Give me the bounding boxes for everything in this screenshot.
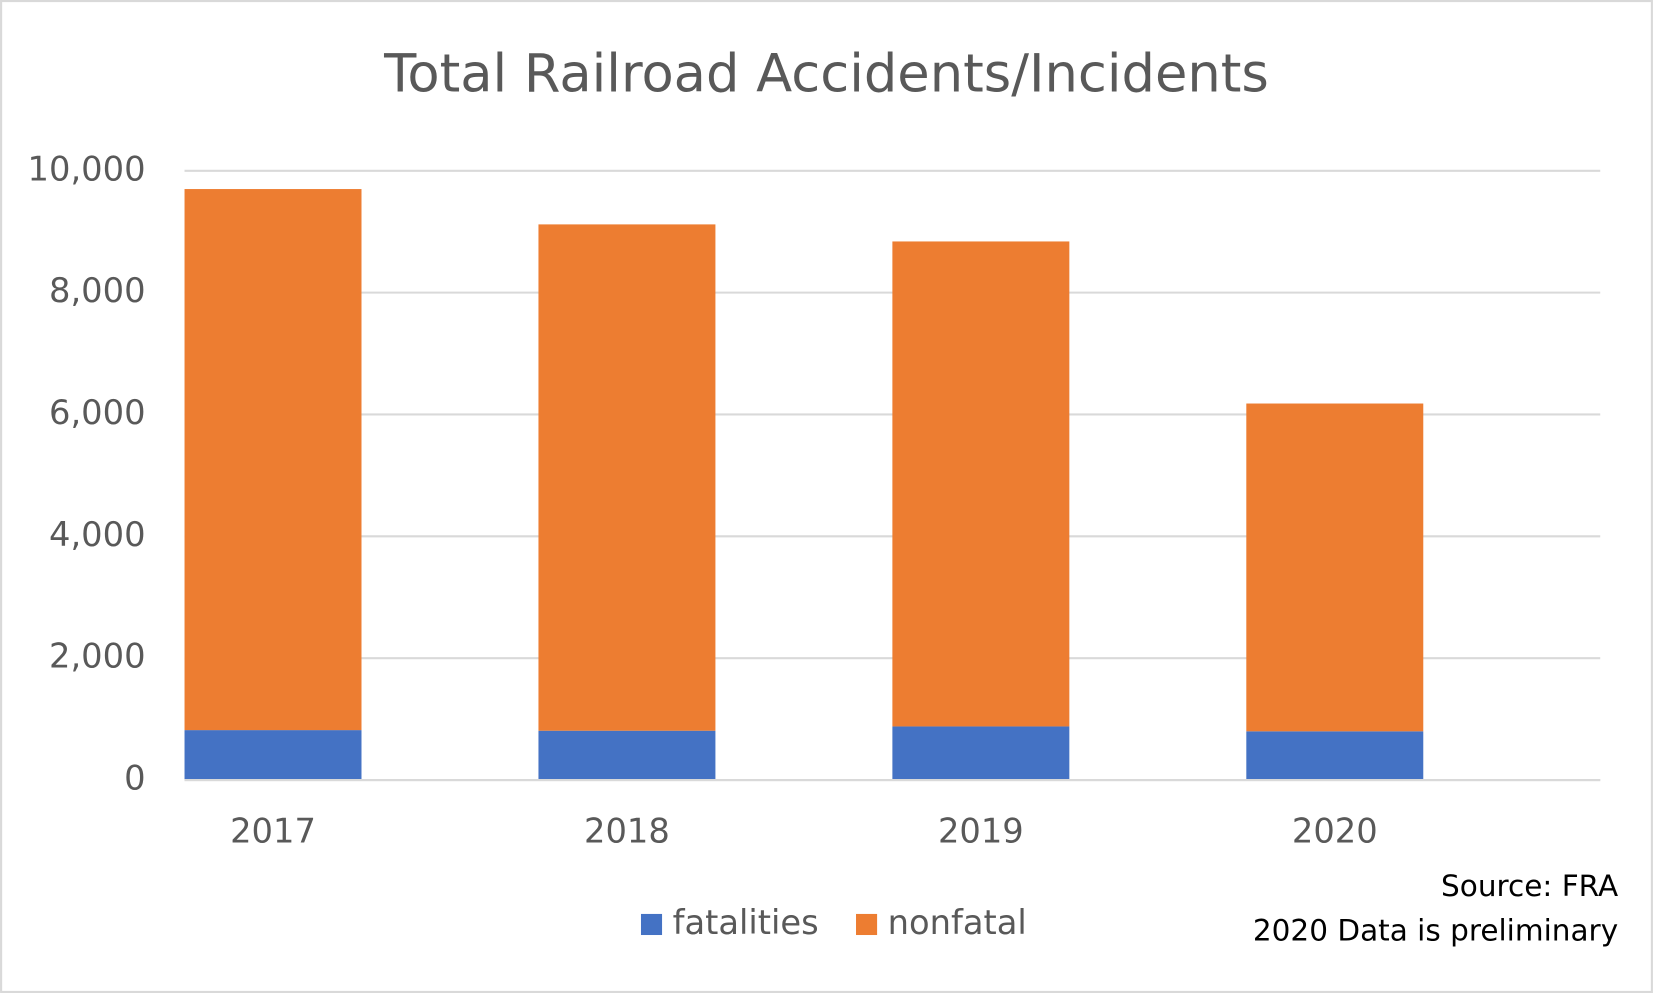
y-tick-label: 4,000 [49, 515, 146, 554]
x-tick-label: 2018 [584, 811, 670, 850]
chart-title: Total Railroad Accidents/Incidents [383, 44, 1269, 105]
source-note: Source: FRA [1441, 869, 1618, 903]
x-tick-label: 2019 [938, 811, 1024, 850]
x-tick-label: 2017 [230, 811, 316, 850]
legend-label: fatalities [673, 903, 819, 942]
y-tick-label: 10,000 [28, 149, 146, 188]
legend-swatch [856, 913, 878, 936]
y-tick-label: 6,000 [49, 393, 146, 432]
bar-segment [538, 224, 716, 731]
bar-segment [892, 241, 1070, 727]
bar-segment [1246, 403, 1424, 732]
bar-segment [184, 730, 362, 781]
x-tick-label: 2020 [1292, 811, 1378, 850]
bar-segment [538, 730, 716, 781]
y-tick-label: 2,000 [49, 637, 146, 676]
preliminary-note: 2020 Data is preliminary [1253, 913, 1618, 947]
bar-segment [892, 726, 1070, 781]
legend-label: nonfatal [888, 903, 1027, 942]
y-tick-label: 0 [124, 759, 145, 798]
bar-segment [184, 189, 362, 731]
y-tick-label: 8,000 [49, 271, 146, 310]
legend-swatch [640, 913, 663, 936]
bar-segment [1246, 731, 1424, 781]
